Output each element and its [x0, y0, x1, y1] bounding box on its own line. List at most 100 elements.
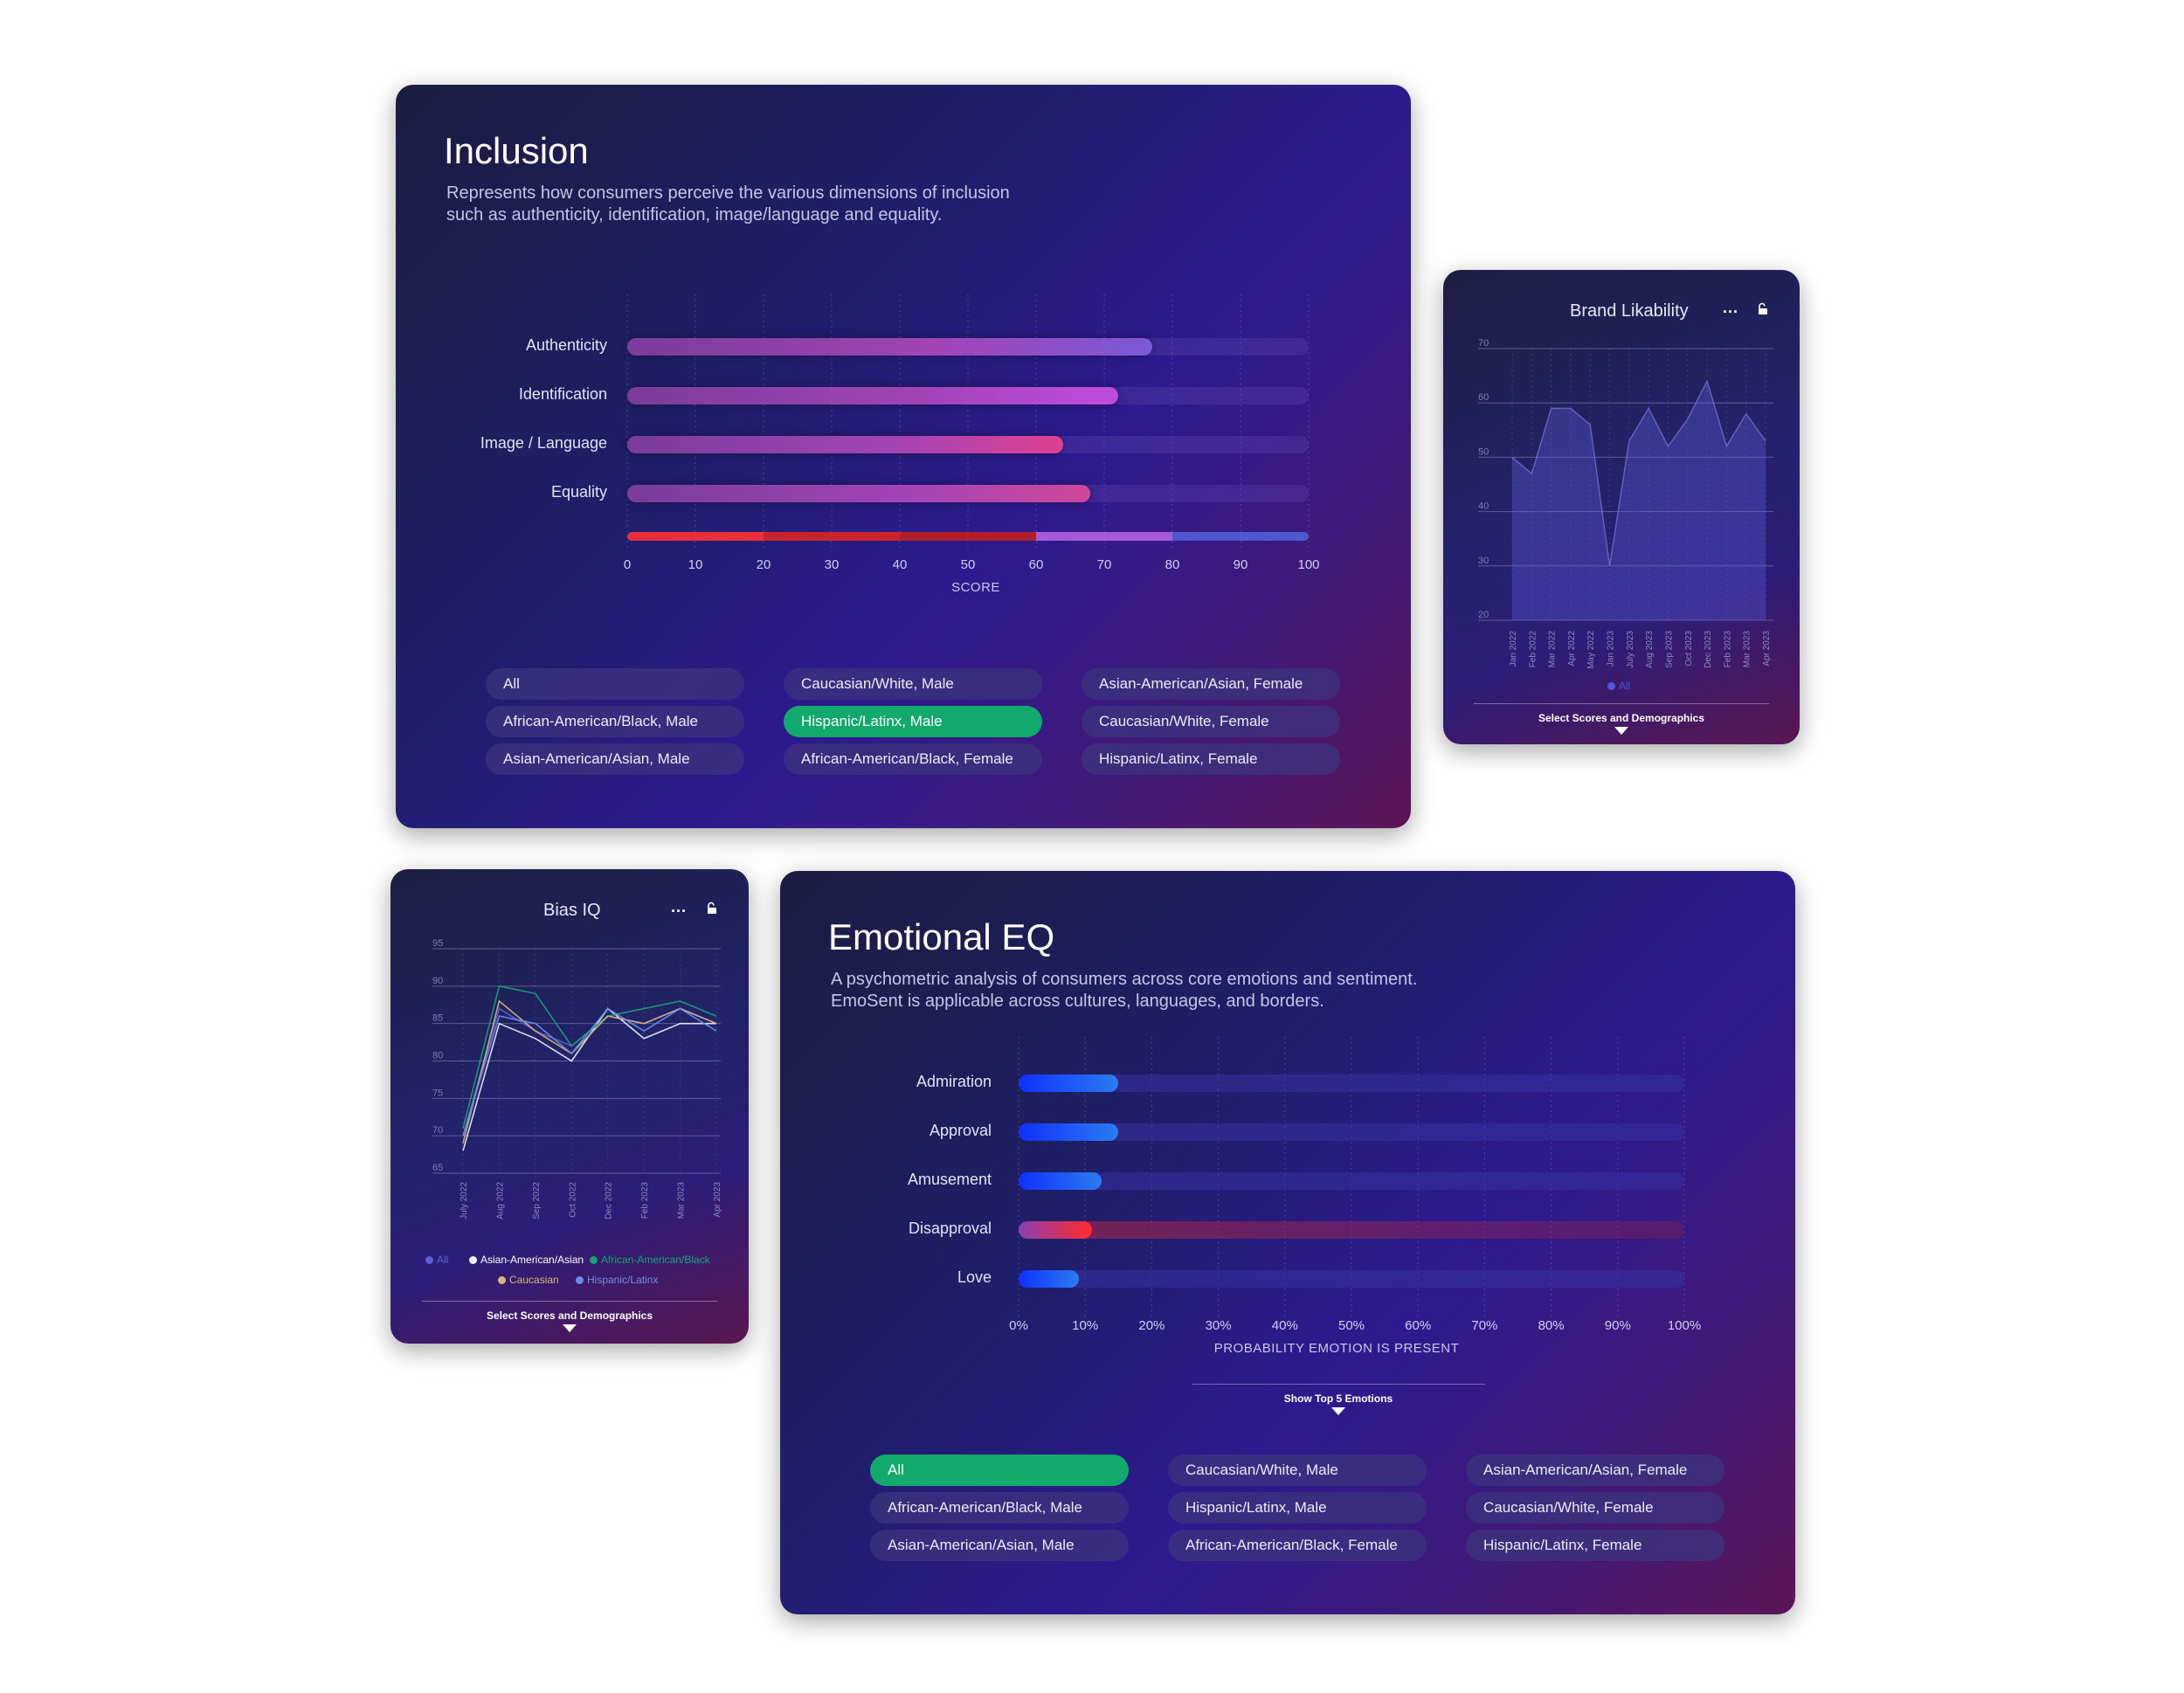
emotional-eq-bar-label-amusement: Amusement [907, 1171, 992, 1188]
bias-iq-x-tick: Sep 2022 [532, 1182, 542, 1220]
bias-iq-card: Bias IQ ... 65 70 75 80 85 90 95 July 2022 Aug 2… [390, 869, 749, 1344]
inclusion-bar-image-language[interactable] [627, 436, 1064, 453]
demographic-filter-hispanic-latinx-male[interactable]: Hispanic/Latinx, Male [784, 706, 1042, 737]
brand-likability-x-tick: May 2022 [1586, 631, 1596, 669]
bias-iq-legend-item-asian-american-asian[interactable]: Asian-American/Asian [469, 1254, 584, 1266]
inclusion-bar-label-equality: Equality [550, 483, 607, 501]
demographic-filter-asian-american-asian-male[interactable]: Asian-American/Asian, Male [486, 743, 744, 775]
brand-likability-x-tick: Feb 2023 [1723, 631, 1732, 668]
select-scores-demographics-button[interactable]: Select Scores and Demographics [1538, 712, 1705, 724]
emotional-eq-bar-admiration[interactable] [1019, 1075, 1119, 1092]
legend-dot-icon [1607, 681, 1615, 690]
bias-iq-series-all[interactable] [462, 1007, 717, 1137]
emotional-eq-bar-amusement[interactable] [1019, 1172, 1102, 1190]
bias-iq-series-asian-american-asian[interactable] [462, 1007, 716, 1151]
bias-iq-legend-item-african-american-black[interactable]: African-American/Black [590, 1254, 710, 1266]
legend-label: Asian-American/Asian [480, 1254, 584, 1266]
brand-likability-x-tick: Mar 2023 [1743, 631, 1752, 668]
emotional-eq-bar-track [1019, 1075, 1684, 1092]
inclusion-scale-segment [1036, 532, 1172, 541]
inclusion-tick-label: 90 [1233, 557, 1248, 572]
emotional-eq-tick-label: 60% [1405, 1318, 1432, 1333]
demographic-filter-hispanic-latinx-female[interactable]: Hispanic/Latinx, Female [1466, 1530, 1724, 1561]
legend-dot-icon [590, 1255, 598, 1264]
emotional-eq-bar-approval[interactable] [1019, 1123, 1119, 1141]
legend-label: All [437, 1254, 449, 1266]
bias-iq-x-tick: Oct 2022 [568, 1182, 577, 1218]
demographic-filter-asian-american-asian-female[interactable]: Asian-American/Asian, Female [1466, 1455, 1724, 1486]
demographic-filter-african-american-black-female[interactable]: African-American/Black, Female [784, 743, 1042, 775]
brand-likability-x-tick: Apr 2022 [1567, 631, 1577, 667]
bias-iq-x-tick: Dec 2022 [605, 1182, 614, 1220]
emotional-eq-bar-label-approval: Approval [929, 1122, 992, 1139]
bias-iq-series-caucasian[interactable] [462, 999, 717, 1144]
bias-iq-legend-item-hispanic-latinx[interactable]: Hispanic/Latinx [576, 1274, 658, 1286]
demographic-filter-caucasian-white-female[interactable]: Caucasian/White, Female [1082, 706, 1340, 737]
legend-label: Hispanic/Latinx [587, 1274, 659, 1286]
inclusion-bar-track [627, 387, 1309, 404]
select-scores-demographics-button[interactable]: Select Scores and Demographics [486, 1309, 653, 1322]
lock-open-icon[interactable] [1756, 302, 1770, 316]
legend-dot-icon [498, 1275, 506, 1284]
inclusion-scale-segment [627, 532, 764, 541]
demographic-filter-caucasian-white-female[interactable]: Caucasian/White, Female [1466, 1492, 1724, 1524]
show-top-5-emotions-button[interactable]: Show Top 5 Emotions [1283, 1392, 1393, 1405]
bias-iq-menu-button[interactable]: ... [671, 898, 688, 916]
inclusion-description: Represents how consumers perceive the va… [446, 183, 1010, 225]
demographic-filter-african-american-black-male[interactable]: African-American/Black, Male [486, 706, 744, 737]
divider [1192, 1384, 1485, 1385]
brand-likability-x-tick: Sep 2023 [1664, 631, 1674, 668]
inclusion-bar-authenticity[interactable] [627, 338, 1152, 356]
demographic-filter-african-american-black-male[interactable]: African-American/Black, Male [870, 1492, 1129, 1524]
emotional-eq-tick-label: 30% [1205, 1318, 1232, 1333]
emotional-eq-bar-disapproval[interactable] [1019, 1221, 1092, 1239]
chevron-down-icon[interactable] [1614, 727, 1628, 735]
bias-iq-y-tick: 70 [432, 1125, 443, 1136]
demographic-filter-hispanic-latinx-female[interactable]: Hispanic/Latinx, Female [1082, 743, 1340, 775]
chevron-down-icon[interactable] [563, 1324, 577, 1332]
emotional-eq-bar-track [1019, 1221, 1684, 1239]
bias-iq-chart: 65 70 75 80 85 90 95 July 2022 Aug 2022 Sep 2022 O… [432, 938, 722, 1220]
brand-likability-x-tick: Aug 2023 [1645, 631, 1655, 668]
demographic-filter-hispanic-latinx-male[interactable]: Hispanic/Latinx, Male [1168, 1492, 1427, 1524]
inclusion-bar-equality[interactable] [627, 485, 1091, 502]
inclusion-bar-label-image-language: Image / Language [480, 434, 607, 452]
lock-open-icon[interactable] [705, 902, 719, 916]
inclusion-axis-title: SCORE [951, 580, 1000, 595]
inclusion-gridlines [626, 294, 1310, 548]
demographic-filter-all[interactable]: All [870, 1455, 1129, 1486]
inclusion-bar-track [627, 436, 1309, 453]
brand-likability-menu-button[interactable]: ... [1723, 299, 1739, 316]
inclusion-tick-label: 20 [756, 557, 771, 572]
inclusion-bar-identification[interactable] [627, 387, 1118, 404]
emotional-eq-tick-label: 0% [1009, 1318, 1028, 1333]
legend-item-all[interactable]: All [1619, 680, 1631, 692]
emotional-eq-tick-label: 40% [1271, 1318, 1298, 1333]
demographic-filter-asian-american-asian-female[interactable]: Asian-American/Asian, Female [1082, 668, 1340, 700]
demographic-filter-african-american-black-female[interactable]: African-American/Black, Female [1168, 1530, 1427, 1561]
bias-iq-legend-item-caucasian[interactable]: Caucasian [498, 1274, 559, 1286]
legend-label: Caucasian [509, 1274, 559, 1286]
legend-dot-icon [576, 1275, 584, 1284]
inclusion-title: Inclusion [444, 130, 589, 171]
bias-iq-series-african-american-black[interactable] [462, 985, 717, 1129]
bias-iq-y-tick: 90 [432, 976, 443, 986]
demographic-filter-caucasian-white-male[interactable]: Caucasian/White, Male [1168, 1455, 1427, 1486]
inclusion-bar-track [627, 485, 1309, 502]
chevron-down-icon[interactable] [1331, 1407, 1345, 1415]
bias-iq-series-hispanic-latinx[interactable] [462, 1007, 717, 1137]
demographic-filter-asian-american-asian-male[interactable]: Asian-American/Asian, Male [870, 1530, 1129, 1561]
bias-iq-x-tick: Mar 2023 [677, 1182, 687, 1220]
bias-iq-y-tick: 80 [432, 1051, 443, 1061]
demographic-filter-all[interactable]: All [486, 668, 744, 700]
emotional-eq-tick-label: 80% [1538, 1318, 1565, 1333]
emotional-eq-description: A psychometric analysis of consumers acr… [831, 970, 1418, 1011]
emotional-eq-bar-love[interactable] [1019, 1270, 1079, 1288]
inclusion-tick-label: 10 [688, 557, 703, 572]
demographic-filter-caucasian-white-male[interactable]: Caucasian/White, Male [784, 668, 1042, 700]
emotional-eq-title: Emotional EQ [828, 916, 1055, 957]
brand-likability-y-tick: 30 [1478, 556, 1489, 566]
emotional-eq-card: Emotional EQ A psychometric analysis of … [780, 871, 1795, 1614]
bias-iq-legend-item-all[interactable]: All [425, 1254, 448, 1266]
emotional-eq-tick-label: 50% [1337, 1318, 1365, 1333]
